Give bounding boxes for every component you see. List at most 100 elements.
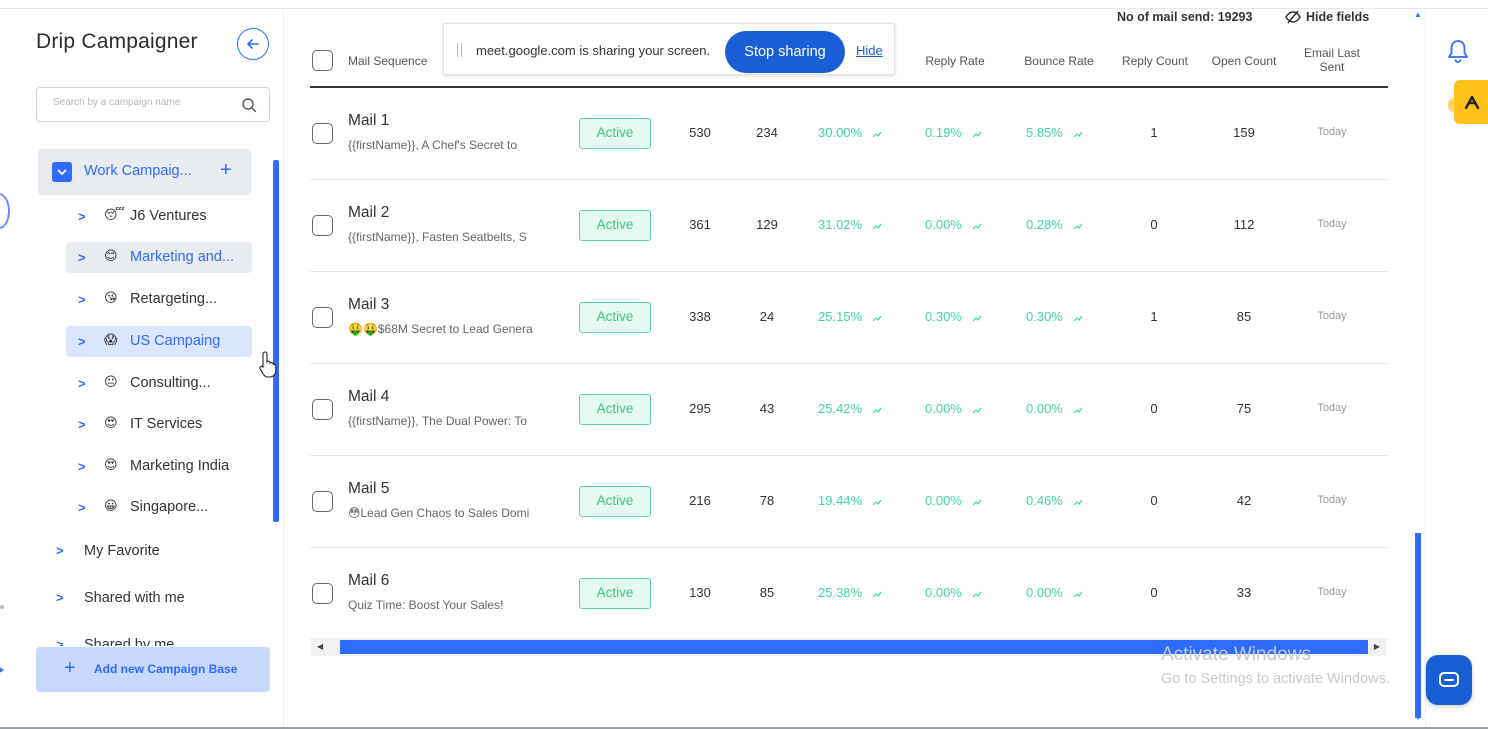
select-all-checkbox[interactable] [312, 50, 333, 71]
sidebar-item-marketing-india[interactable]: > 😍 Marketing India [66, 451, 252, 482]
sidebar-item-my-favorite[interactable]: > My Favorite [38, 538, 268, 568]
sidebar-item-j6-ventures[interactable]: > 😴 J6 Ventures [66, 201, 252, 232]
reply-count: 0 [1150, 217, 1158, 232]
row-checkbox[interactable] [312, 583, 333, 604]
search-icon[interactable] [241, 97, 257, 113]
sidebar-item-retargeting[interactable]: > 😘 Retargeting... [66, 284, 252, 315]
chevron-right-icon[interactable]: > [78, 417, 86, 432]
scroll-left-icon[interactable]: ◀ [317, 642, 324, 651]
mail-title[interactable]: Mail 1 [348, 112, 390, 129]
table-row[interactable]: Mail 6 Quiz Time: Boost Your Sales! Active… [310, 548, 1388, 640]
bell-icon[interactable] [1446, 38, 1470, 64]
chevron-right-icon[interactable]: > [78, 459, 86, 474]
sidebar-item-marketing-and[interactable]: > 😊 Marketing and... [66, 242, 252, 273]
campaign-search-input[interactable] [53, 97, 233, 108]
reply-rate: 0.00% [925, 585, 982, 600]
chevron-right-icon[interactable]: > [78, 250, 86, 265]
sidebar-item-shared-with-me[interactable]: > Shared with me [38, 585, 268, 615]
open-rate: 25.42% [818, 401, 882, 416]
scroll-up-icon[interactable]: ▲ [1414, 10, 1422, 19]
status-badge[interactable]: Active [579, 118, 651, 149]
drag-handle[interactable] [457, 43, 462, 57]
table-horizontal-scrollbar[interactable]: ◀ ▶ [311, 638, 1386, 656]
open-rate: 25.38% [818, 585, 882, 600]
sidebar-item-consulting[interactable]: > 😐 Consulting... [66, 368, 252, 399]
table-row[interactable]: Mail 2 {{firstName}}, Fasten Seatbelts, S… [310, 180, 1388, 272]
open-rate: 31.02% [818, 217, 882, 232]
sidebar-item-shared-by-me[interactable]: > Shared by me [38, 632, 268, 646]
row-checkbox[interactable] [312, 399, 333, 420]
work-campaign-folder[interactable]: Work Campaig... + [38, 149, 251, 195]
mail-title[interactable]: Mail 2 [348, 204, 390, 221]
reply-count: 0 [1150, 493, 1158, 508]
table-row[interactable]: Mail 5 😳Lead Gen Chaos to Sales Domi Activ… [310, 456, 1388, 548]
email-last-sent: Today [1317, 310, 1347, 322]
page-vertical-scrollbar[interactable]: ▲ ▼ [1413, 10, 1423, 722]
edge-arrow-icon[interactable] [0, 666, 4, 674]
opened-count: 78 [759, 493, 775, 508]
vertical-scroll-thumb[interactable] [1415, 533, 1421, 718]
sidebar-item-it-services[interactable]: > 😍 IT Services [66, 409, 252, 440]
chevron-right-icon[interactable]: > [78, 376, 86, 391]
mail-title[interactable]: Mail 4 [348, 388, 390, 405]
chat-support-button[interactable] [1426, 655, 1472, 705]
mail-subject: {{firstName}}, The Dual Power: To [348, 414, 527, 428]
scroll-right-icon[interactable]: ▶ [1373, 642, 1380, 651]
hide-fields-button[interactable]: Hide fields [1285, 10, 1369, 24]
collapse-checkbox[interactable] [52, 162, 72, 182]
sidebar-scrollbar[interactable] [272, 152, 280, 646]
column-mail-sequence[interactable]: Mail Sequence [348, 54, 428, 68]
chevron-right-icon[interactable]: > [56, 543, 64, 558]
sidebar-item-singapore[interactable]: > 😀 Singapore... [66, 492, 252, 523]
row-checkbox[interactable] [312, 307, 333, 328]
mail-title[interactable]: Mail 5 [348, 480, 390, 497]
trend-icon [962, 125, 982, 140]
column-reply-rate[interactable]: Reply Rate [925, 54, 985, 68]
heart-eyes-icon: 😍 [104, 416, 118, 431]
email-last-sent: Today [1317, 402, 1347, 414]
extension-widget-button[interactable] [1454, 80, 1488, 124]
column-reply-count[interactable]: Reply Count [1121, 54, 1189, 68]
chevron-right-icon[interactable]: > [78, 209, 86, 224]
table-row[interactable]: Mail 4 {{firstName}}, The Dual Power: To A… [310, 364, 1388, 456]
status-badge[interactable]: Active [579, 486, 651, 517]
chevron-right-icon[interactable]: > [78, 334, 86, 349]
chevron-right-icon[interactable]: > [56, 590, 64, 605]
status-badge[interactable]: Active [579, 302, 651, 333]
hide-popup-link[interactable]: Hide [856, 43, 883, 58]
mail-title[interactable]: Mail 6 [348, 572, 390, 589]
row-checkbox[interactable] [312, 215, 333, 236]
status-badge[interactable]: Active [579, 578, 651, 609]
horizontal-scroll-thumb[interactable] [340, 640, 1368, 654]
sidebar-scroll-thumb[interactable] [273, 160, 279, 522]
chevron-right-icon[interactable]: > [78, 500, 86, 515]
sidebar-item-label: Shared by me [84, 637, 175, 646]
email-last-sent: Today [1317, 586, 1347, 598]
screen-share-popup: meet.google.com is sharing your screen. … [443, 23, 895, 75]
mail-title[interactable]: Mail 3 [348, 296, 390, 313]
column-email-last-sent[interactable]: Email Last Sent [1303, 46, 1361, 74]
mail-subject: Quiz Time: Boost Your Sales! [348, 598, 504, 612]
windows-activation-title: Activate Windows [1161, 644, 1311, 665]
edge-circle-control[interactable] [0, 193, 10, 229]
column-open-count[interactable]: Open Count [1211, 54, 1277, 68]
collapse-sidebar-button[interactable] [237, 28, 269, 60]
chevron-right-icon[interactable]: > [56, 637, 64, 646]
stop-sharing-button[interactable]: Stop sharing [725, 31, 845, 73]
add-subfolder-button[interactable]: + [220, 159, 232, 181]
sidebar-item-us-campaing[interactable]: > 😱 US Campaing [66, 326, 252, 357]
row-checkbox[interactable] [312, 123, 333, 144]
reply-rate: 0.19% [925, 125, 982, 140]
heart-eyes-icon: 😍 [104, 458, 118, 473]
column-bounce-rate[interactable]: Bounce Rate [1024, 54, 1094, 68]
open-rate: 19.44% [818, 493, 882, 508]
table-row[interactable]: Mail 1 {{firstName}}, A Chef's Secret to A… [310, 88, 1388, 180]
trend-icon [862, 217, 882, 232]
row-checkbox[interactable] [312, 491, 333, 512]
status-badge[interactable]: Active [579, 394, 651, 425]
add-campaign-base-button[interactable]: + Add new Campaign Base [36, 647, 270, 692]
chevron-right-icon[interactable]: > [78, 292, 86, 307]
scroll-down-icon[interactable]: ▼ [1414, 713, 1422, 722]
status-badge[interactable]: Active [579, 210, 651, 241]
table-row[interactable]: Mail 3 🤑🤑$68M Secret to Lead Genera Active… [310, 272, 1388, 364]
